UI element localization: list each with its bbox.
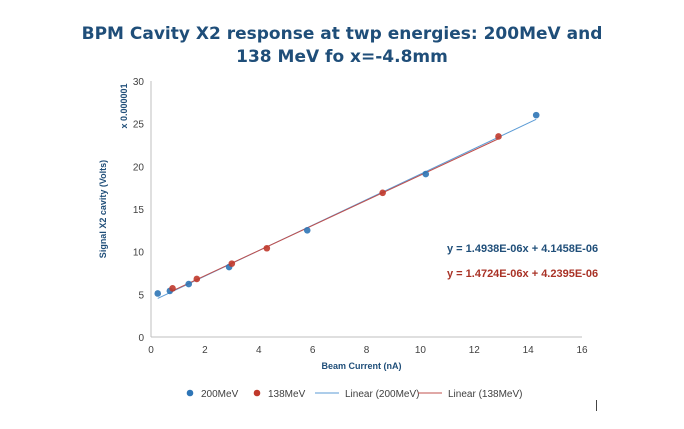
- data-point-138mev: [379, 189, 386, 197]
- chart-title-line-2: 138 MeV fo x=-4.8mm: [236, 47, 448, 67]
- data-point-138mev: [169, 285, 176, 292]
- x-tick-label: 16: [576, 345, 588, 356]
- y-tick-label: 10: [133, 248, 145, 259]
- y-tick-labels: 0 5 10 15 20 25 30: [133, 77, 145, 344]
- x-tick-label: 2: [202, 345, 208, 356]
- x-tick-label: 12: [469, 345, 481, 356]
- x-tick-label: 4: [256, 345, 262, 356]
- legend-label-linear-200mev: Linear (200MeV): [345, 389, 419, 400]
- y-tick-label: 25: [133, 120, 145, 131]
- data-point-138mev: [228, 260, 236, 267]
- x-tick-label: 0: [148, 345, 154, 356]
- legend: 200MeV 138MeV Linear (200MeV) Linear (138Me…: [186, 389, 522, 400]
- data-point-200mev: [422, 170, 430, 178]
- data-point-138mev: [495, 133, 502, 140]
- data-points: [154, 111, 540, 297]
- data-point-138mev: [193, 275, 201, 283]
- x-tick-label: 6: [310, 345, 316, 356]
- legend-label-linear-138mev: Linear (138MeV): [448, 389, 522, 400]
- y-tick-label: 30: [133, 77, 145, 88]
- equation-138mev: y = 1.4724E-06x + 4.2395E-06: [447, 268, 598, 280]
- data-point-200mev: [532, 111, 540, 119]
- equation-200mev: y = 1.4938E-06x + 4.1458E-06: [447, 243, 598, 255]
- legend-label-200mev: 200MeV: [201, 389, 239, 400]
- legend-marker-200mev: [186, 389, 194, 397]
- data-point-200mev: [154, 290, 162, 297]
- x-tick-labels: 0 2 4 6 8 10 12 14 16: [148, 345, 588, 356]
- y-tick-label: 20: [133, 162, 145, 173]
- data-point-200mev: [303, 227, 311, 234]
- x-tick-label: 10: [415, 345, 427, 356]
- legend-label-138mev: 138MeV: [268, 389, 306, 400]
- x-axis-label: Beam Current (nA): [321, 361, 401, 371]
- x-tick-label: 14: [523, 345, 535, 356]
- data-point-138mev: [263, 244, 271, 252]
- edge-mark: [596, 400, 597, 411]
- y-tick-label: 5: [138, 290, 144, 301]
- chart-title-line-1: BPM Cavity X2 response at twp energies: …: [81, 24, 603, 44]
- y-tick-label: 15: [133, 205, 145, 216]
- y-tick-label: 0: [138, 333, 144, 344]
- y-axis-scale-label: x 0.000001: [119, 83, 129, 128]
- axes: [150, 81, 582, 338]
- legend-marker-138mev: [253, 389, 261, 397]
- y-axis-label: Signal X2 cavity (Volts): [98, 160, 108, 258]
- data-point-200mev: [185, 280, 193, 288]
- x-tick-label: 8: [364, 345, 370, 356]
